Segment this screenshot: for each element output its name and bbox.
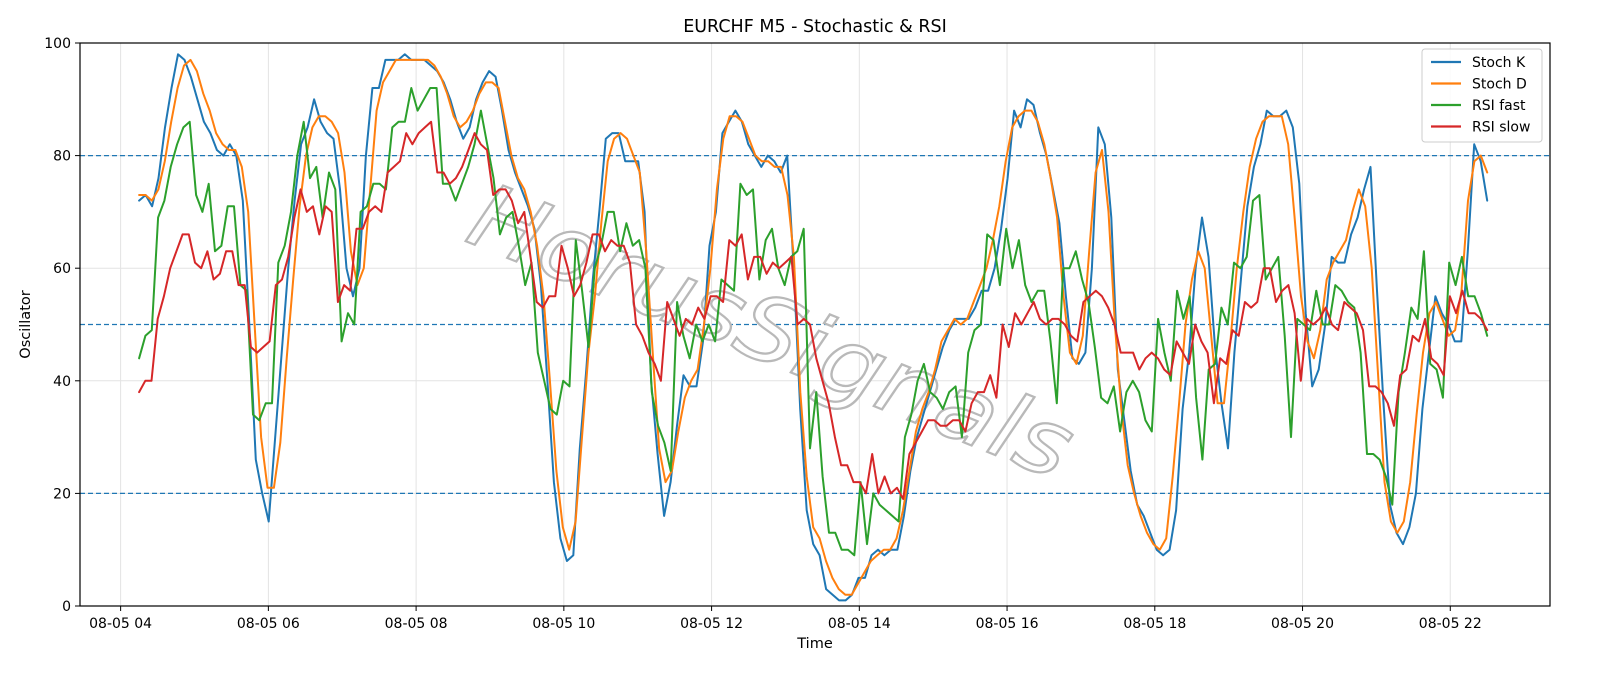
series-line-rsi-fast [138, 87, 1489, 557]
x-tick-label: 08-05 18 [1123, 616, 1186, 632]
y-axis-title: Oscillator [18, 290, 34, 358]
y-tick-label: 40 [53, 374, 71, 390]
legend-label-stoch-k: Stoch K [1472, 55, 1526, 71]
series-layer [138, 53, 1489, 602]
y-tick-label: 100 [44, 36, 71, 52]
legend-label-rsi-slow: RSI slow [1472, 120, 1530, 136]
x-tick-label: 08-05 14 [828, 616, 891, 632]
x-tick-label: 08-05 16 [976, 616, 1039, 632]
x-tick-label: 08-05 12 [680, 616, 743, 632]
y-tick-label: 0 [62, 599, 71, 615]
chart-title: EURCHF M5 - Stochastic & RSI [683, 17, 947, 37]
y-tick-label: 60 [53, 261, 71, 277]
plot-area-frame [79, 42, 1551, 607]
series-line-stoch-d [138, 58, 1489, 596]
series-line-stoch-k [138, 53, 1489, 602]
x-tick-label: 08-05 10 [532, 616, 595, 632]
x-tick-label: 08-05 20 [1271, 616, 1334, 632]
x-tick-label: 08-05 08 [385, 616, 448, 632]
x-axis-title: Time [796, 636, 833, 652]
legend-label-stoch-d: Stoch D [1472, 77, 1527, 93]
x-tick-label: 08-05 22 [1419, 616, 1482, 632]
y-tick-label: 80 [53, 149, 71, 165]
y-tick-label: 20 [53, 486, 71, 502]
x-tick-label: 08-05 06 [237, 616, 300, 632]
legend: Stoch K Stoch D RSI fast RSI slow [1421, 48, 1543, 143]
legend-label-rsi-fast: RSI fast [1472, 98, 1526, 114]
series-line-rsi-slow [138, 120, 1489, 500]
legend-box [1421, 48, 1543, 143]
x-tick-label: 08-05 04 [89, 616, 152, 632]
axis-ticks: 08-05 04 08-05 06 08-05 08 08-05 10 08-05 12… [44, 36, 1481, 632]
